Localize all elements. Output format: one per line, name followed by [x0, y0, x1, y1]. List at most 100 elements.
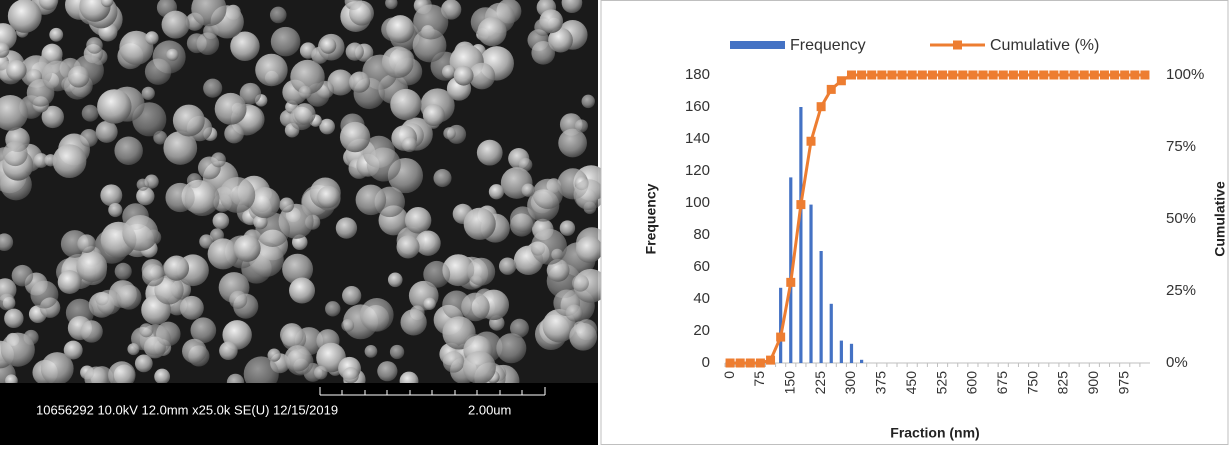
marker	[857, 71, 866, 80]
y-tick-label: 140	[685, 130, 710, 147]
marker	[1009, 71, 1018, 80]
bar	[820, 251, 823, 363]
marker	[786, 278, 795, 287]
particle	[211, 152, 226, 167]
particle	[356, 185, 387, 216]
particle	[219, 341, 238, 360]
marker	[726, 359, 735, 368]
x-tick-label: 750	[1024, 371, 1040, 395]
particle	[279, 198, 294, 213]
particle	[145, 58, 171, 84]
caption-info: 10656292 10.0kV 12.0mm x25.0k SE(U) 12/1…	[36, 402, 338, 417]
marker	[908, 71, 917, 80]
particle	[396, 235, 419, 258]
marker	[817, 102, 826, 111]
particle	[386, 15, 414, 43]
bar	[809, 205, 812, 363]
marker	[928, 71, 937, 80]
particle	[558, 129, 587, 158]
bar	[840, 341, 843, 363]
y-tick-label: 160	[685, 98, 710, 115]
particle	[463, 351, 496, 384]
particle	[166, 49, 178, 61]
particle	[271, 27, 301, 57]
y-tick-label: 20	[693, 322, 710, 339]
particle	[477, 140, 503, 166]
y-tick-label: 60	[693, 258, 710, 275]
marker	[1090, 71, 1099, 80]
particle	[402, 137, 417, 152]
marker	[1100, 71, 1109, 80]
x-tick-label: 525	[933, 371, 949, 395]
x-tick-label: 375	[873, 371, 889, 395]
sem-image	[0, 0, 609, 445]
particle	[341, 319, 354, 332]
particle	[80, 129, 98, 147]
particle	[142, 264, 164, 286]
particle	[569, 323, 597, 351]
particle	[255, 54, 287, 86]
legend-label: Frequency	[790, 37, 866, 54]
marker	[746, 359, 755, 368]
particle	[489, 184, 504, 199]
particle	[270, 7, 287, 24]
particle	[229, 291, 247, 309]
y2-tick-label: 75%	[1166, 138, 1196, 155]
x-tick-label: 975	[1115, 371, 1131, 395]
particle	[360, 298, 394, 332]
marker	[1039, 71, 1048, 80]
particle	[64, 341, 83, 360]
particle	[405, 207, 431, 233]
particle	[8, 0, 42, 33]
particle	[234, 235, 261, 262]
figure: 10656292 10.0kV 12.0mm x25.0k SE(U) 12/1…	[0, 0, 1229, 445]
marker	[918, 71, 927, 80]
particle	[443, 127, 455, 139]
particle	[68, 66, 90, 88]
particle	[203, 79, 222, 98]
particle	[58, 270, 82, 294]
marker	[968, 71, 977, 80]
particle	[566, 304, 583, 321]
particle	[461, 293, 490, 322]
particle	[522, 184, 535, 197]
particle	[343, 367, 359, 383]
particle	[320, 38, 336, 54]
bar	[850, 344, 853, 363]
particle	[533, 179, 563, 209]
particle	[30, 281, 58, 309]
marker	[1019, 71, 1028, 80]
particle	[137, 179, 149, 191]
x-tick-label: 825	[1055, 371, 1071, 395]
particle	[390, 345, 404, 359]
particle	[477, 17, 506, 46]
particle	[367, 147, 401, 181]
particle	[49, 28, 63, 42]
particle	[531, 41, 555, 65]
particle	[423, 104, 445, 126]
particle	[560, 220, 575, 235]
particle	[97, 89, 131, 123]
particle	[299, 86, 312, 99]
marker	[796, 200, 805, 209]
x-tick-label: 75	[751, 371, 767, 387]
particle	[510, 206, 536, 232]
particle	[173, 105, 205, 137]
marker	[887, 71, 896, 80]
marker	[938, 71, 947, 80]
particle	[77, 234, 96, 253]
particle	[314, 366, 328, 380]
x-tick-label: 0	[721, 371, 737, 379]
particle	[365, 345, 378, 358]
particle	[582, 95, 595, 108]
particle	[442, 65, 456, 79]
particle	[117, 285, 142, 310]
marker	[1029, 71, 1038, 80]
particle	[6, 60, 26, 80]
x-tick-label: 150	[781, 371, 797, 395]
particle	[382, 46, 414, 78]
x-tick-label: 600	[964, 371, 980, 395]
particle	[317, 186, 339, 208]
marker	[1049, 71, 1058, 80]
y-tick-label: 40	[693, 290, 710, 307]
